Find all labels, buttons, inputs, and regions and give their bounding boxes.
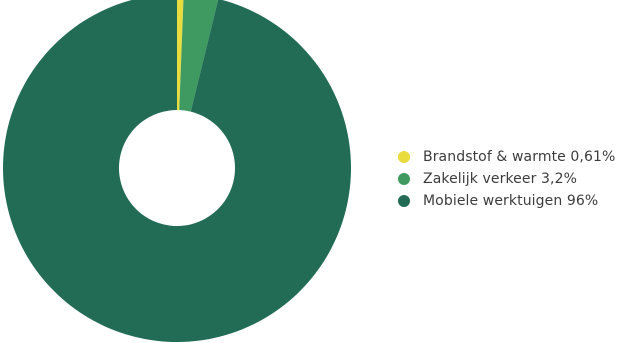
legend-swatch xyxy=(398,151,410,163)
donut-slice-0 xyxy=(177,0,184,111)
donut-slice-1 xyxy=(179,0,219,112)
legend-label: Brandstof & warmte 0,61% xyxy=(423,149,616,165)
legend-item-brandstof: Brandstof & warmte 0,61% xyxy=(398,146,616,168)
legend-item-zakelijk: Zakelijk verkeer 3,2% xyxy=(398,168,613,190)
legend-swatch xyxy=(398,195,410,207)
donut-slices xyxy=(3,0,351,342)
chart-legend: Brandstof & warmte 0,61% Zakelijk verkee… xyxy=(398,146,616,212)
donut-slice-2 xyxy=(3,0,351,342)
legend-label: Zakelijk verkeer 3,2% xyxy=(423,171,577,187)
legend-swatch xyxy=(398,173,410,185)
legend-item-mobiele: Mobiele werktuigen 96% xyxy=(398,190,613,212)
legend-label: Mobiele werktuigen 96% xyxy=(423,193,599,209)
